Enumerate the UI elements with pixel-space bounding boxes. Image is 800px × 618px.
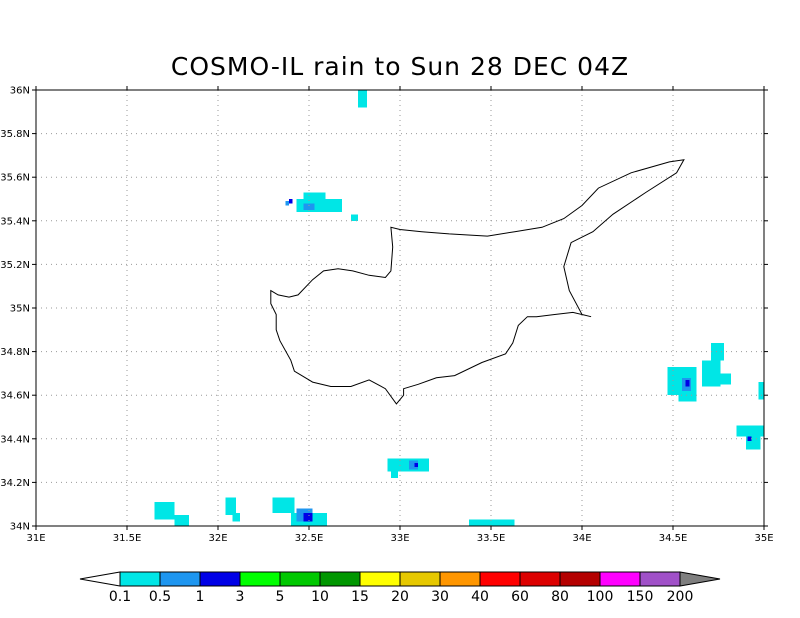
rain-cell — [358, 90, 368, 108]
rain-cell — [702, 360, 721, 387]
cyprus-coastline — [270, 159, 685, 405]
rain-cell — [711, 342, 724, 361]
lat-tick-label: 34.8N — [0, 347, 30, 358]
lon-tick-label: 33E — [390, 533, 409, 544]
lat-tick-label: 34.4N — [0, 434, 30, 445]
rain-cell — [285, 201, 289, 206]
rain-cell — [303, 203, 315, 210]
colorbar-label: 10 — [311, 589, 329, 605]
rain-cell — [685, 379, 690, 387]
grid-lines — [36, 90, 764, 526]
rain-cell — [174, 515, 189, 526]
lat-tick-label: 35.2N — [0, 260, 30, 271]
lat-tick-label: 36N — [10, 86, 30, 97]
rain-cells-layer — [154, 90, 764, 526]
colorbar-under-arrow — [79, 571, 121, 587]
rain-cell — [154, 502, 175, 520]
map-title: COSMO-IL rain to Sun 28 DEC 04Z — [170, 52, 630, 81]
rain-cell — [678, 393, 697, 402]
colorbar-label: 5 — [276, 589, 285, 605]
colorbar-swatch — [119, 571, 161, 587]
lon-tick-label: 32E — [208, 533, 227, 544]
colorbar-swatch — [399, 571, 441, 587]
rain-cell — [758, 382, 764, 400]
rain-cell — [350, 214, 359, 221]
latitude-axis-labels: 34N 34.2N 34.4N 34.6N 34.8N 35N 35.2N 35.4N 35.6… — [0, 86, 30, 533]
colorbar-label: 30 — [431, 589, 449, 605]
lon-tick-label: 34.5E — [659, 533, 688, 544]
colorbar-over-arrow — [679, 571, 721, 587]
colorbar-swatch — [239, 571, 281, 587]
lon-tick-label: 31E — [26, 533, 45, 544]
lon-tick-label: 33.5E — [477, 533, 506, 544]
lon-tick-label: 35E — [754, 533, 773, 544]
rain-cell — [720, 373, 732, 385]
colorbar-label: 20 — [391, 589, 409, 605]
colorbar-label: 3 — [236, 589, 245, 605]
lon-tick-label: 31.5E — [113, 533, 142, 544]
colorbar-swatch — [479, 571, 521, 587]
lat-tick-label: 35N — [10, 304, 30, 315]
rain-cell — [469, 519, 515, 526]
longitude-axis-labels: 31E 31.5E 32E 32.5E 33E 33.5E 34E 34.5E 35E — [26, 533, 773, 544]
colorbar-label: 150 — [627, 589, 654, 605]
colorbar-label: 200 — [667, 589, 694, 605]
colorbar-label: 60 — [511, 589, 529, 605]
rain-cell — [747, 436, 752, 441]
colorbar-swatch — [359, 571, 401, 587]
lat-tick-label: 35.4N — [0, 216, 30, 227]
colorbar-label: 1 — [196, 589, 205, 605]
colorbar-label: 40 — [471, 589, 489, 605]
colorbar-swatch — [439, 571, 481, 587]
rain-cell — [736, 425, 764, 437]
rain-cell — [303, 512, 313, 522]
rain-cell — [272, 497, 295, 513]
colorbar-swatch — [639, 571, 681, 587]
colorbar-swatch — [519, 571, 561, 587]
colorbar-swatch — [199, 571, 241, 587]
lon-tick-label: 32.5E — [295, 533, 324, 544]
colorbar-swatch — [159, 571, 201, 587]
colorbar-label: 100 — [587, 589, 614, 605]
colorbar-swatch — [559, 571, 601, 587]
colorbar-swatch — [279, 571, 321, 587]
axis-ticks — [32, 86, 768, 530]
rain-cell — [409, 460, 419, 470]
colorbar-label: 15 — [351, 589, 369, 605]
rain-cell — [296, 199, 342, 213]
colorbar-label: 80 — [551, 589, 569, 605]
rain-cell — [303, 192, 326, 199]
lat-tick-label: 35.6N — [0, 173, 30, 184]
lat-tick-label: 34N — [10, 522, 30, 533]
lat-tick-label: 34.6N — [0, 391, 30, 402]
colorbar-label: 0.1 — [109, 589, 131, 605]
colorbar-swatch — [319, 571, 361, 587]
lat-tick-label: 34.2N — [0, 478, 30, 489]
lat-tick-label: 35.8N — [0, 129, 30, 140]
rain-cell — [288, 199, 293, 204]
rain-cell — [387, 458, 430, 472]
colorbar-swatch — [599, 571, 641, 587]
rain-cell — [390, 471, 399, 479]
rain-colorbar: 0.1 0.5 1 3 5 10 15 20 30 40 60 80 100 150 200 — [79, 571, 721, 605]
colorbar-label: 0.5 — [149, 589, 171, 605]
lon-tick-label: 34E — [572, 533, 591, 544]
rain-cell — [232, 512, 240, 522]
rain-cell — [414, 462, 419, 468]
rain-cell — [225, 497, 237, 516]
